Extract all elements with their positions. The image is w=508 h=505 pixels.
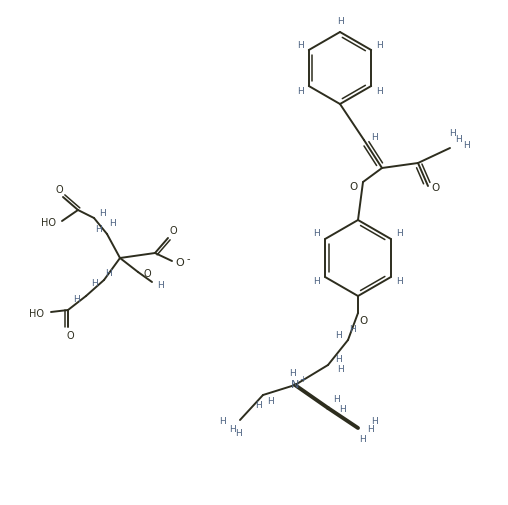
Text: +: + bbox=[300, 375, 306, 383]
Text: H: H bbox=[333, 395, 339, 405]
Text: H: H bbox=[91, 279, 99, 288]
Text: HO: HO bbox=[29, 309, 45, 319]
Text: H: H bbox=[335, 355, 341, 364]
Text: H: H bbox=[337, 18, 343, 26]
Text: O: O bbox=[432, 183, 440, 193]
Text: H: H bbox=[100, 209, 106, 218]
Text: H: H bbox=[367, 426, 373, 434]
Text: -: - bbox=[186, 254, 190, 264]
Text: O: O bbox=[66, 331, 74, 341]
Text: HO: HO bbox=[41, 218, 55, 228]
Text: H: H bbox=[376, 40, 383, 49]
Text: H: H bbox=[456, 135, 462, 144]
Text: H: H bbox=[376, 86, 383, 95]
Text: H: H bbox=[96, 226, 103, 234]
Text: O: O bbox=[176, 258, 184, 268]
Text: H: H bbox=[313, 278, 320, 286]
Text: H: H bbox=[450, 129, 456, 138]
Text: O: O bbox=[360, 316, 368, 326]
Text: N: N bbox=[291, 380, 299, 390]
Text: H: H bbox=[463, 141, 469, 150]
Text: H: H bbox=[235, 429, 241, 438]
Text: H: H bbox=[313, 229, 320, 238]
Text: H: H bbox=[339, 406, 345, 415]
Text: H: H bbox=[256, 400, 262, 410]
Text: H: H bbox=[396, 278, 403, 286]
Text: H: H bbox=[359, 435, 365, 444]
Text: H: H bbox=[289, 369, 295, 378]
Text: O: O bbox=[143, 269, 151, 279]
Text: H: H bbox=[229, 426, 235, 434]
Text: H: H bbox=[268, 396, 274, 406]
Text: O: O bbox=[349, 182, 357, 192]
Text: H: H bbox=[396, 229, 403, 238]
Text: H: H bbox=[297, 86, 304, 95]
Text: H: H bbox=[156, 281, 164, 290]
Text: H: H bbox=[109, 220, 115, 228]
Text: H: H bbox=[74, 295, 80, 305]
Text: O: O bbox=[169, 226, 177, 236]
Text: O: O bbox=[55, 185, 63, 195]
Text: H: H bbox=[350, 326, 357, 334]
Text: H: H bbox=[337, 366, 343, 375]
Text: H: H bbox=[335, 330, 341, 339]
Text: H: H bbox=[297, 40, 304, 49]
Text: H: H bbox=[218, 418, 226, 427]
Text: H: H bbox=[371, 132, 377, 141]
Text: H: H bbox=[106, 269, 112, 278]
Text: H: H bbox=[371, 418, 377, 427]
